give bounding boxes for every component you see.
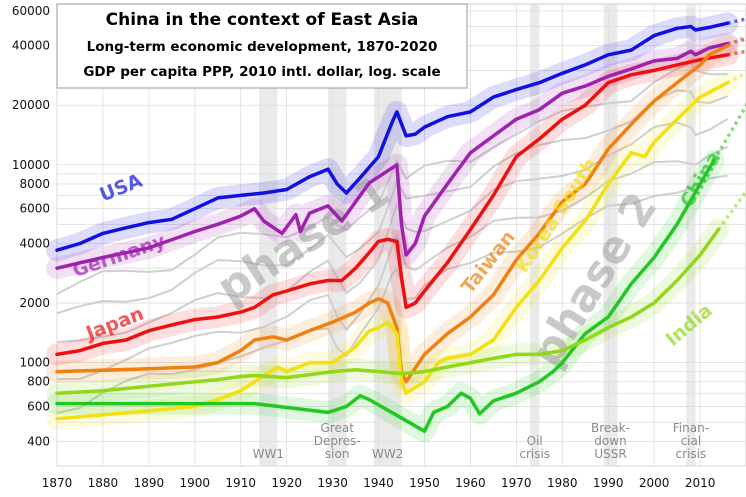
period-band-oilcrisis xyxy=(530,4,540,466)
x-tick-label: 1960 xyxy=(455,476,486,490)
series-line-india xyxy=(55,227,721,395)
background-line xyxy=(56,118,729,343)
chart-subtitle-1: Long-term economic development, 1870-202… xyxy=(87,39,438,55)
x-tick-label: 1900 xyxy=(180,476,211,490)
chart-title: China in the context of East Asia xyxy=(106,10,419,30)
y-tick-label: 400 xyxy=(27,434,50,448)
period-label: Great xyxy=(320,421,354,435)
y-tick-label: 40000 xyxy=(12,39,50,53)
y-tick-label: 10000 xyxy=(12,158,50,172)
series-line-usa xyxy=(55,21,730,252)
period-label: WW1 xyxy=(253,447,284,461)
x-tick-label: 1990 xyxy=(593,476,624,490)
background-line xyxy=(56,174,728,414)
projection-usa xyxy=(727,17,746,25)
x-tick-label: 1910 xyxy=(225,476,256,490)
period-band-finan-cialcrisis xyxy=(686,4,696,466)
y-tick-label: 2000 xyxy=(19,296,50,310)
x-tick-label: 1950 xyxy=(409,476,440,490)
series-lines xyxy=(55,17,746,433)
period-label: cial xyxy=(681,434,702,448)
x-tick-label: 1970 xyxy=(501,476,532,490)
period-label: Finan- xyxy=(673,421,709,435)
period-label: USSR xyxy=(594,447,626,461)
y-axis-ticks: 400 600 800 1000 2000 4000 6000 8000 10000 20000 4… xyxy=(12,4,50,448)
background-line xyxy=(56,145,729,381)
x-tick-label: 1980 xyxy=(547,476,578,490)
background-line xyxy=(56,62,728,295)
y-tick-label: 600 xyxy=(27,400,50,414)
y-tick-label: 4000 xyxy=(19,237,50,251)
x-tick-label: 2010 xyxy=(685,476,716,490)
x-tick-label: 1870 xyxy=(42,476,73,490)
period-label: WW2 xyxy=(372,447,403,461)
y-tick-label: 60000 xyxy=(12,4,50,18)
chart-subtitle-2: GDP per capita PPP, 2010 intl. dollar, l… xyxy=(83,64,440,80)
x-tick-label: 1880 xyxy=(88,476,119,490)
period-label: Break- xyxy=(591,421,630,435)
y-tick-label: 1000 xyxy=(19,356,50,370)
period-label: crisis xyxy=(676,447,707,461)
y-tick-label: 800 xyxy=(27,375,50,389)
x-tick-label: 1940 xyxy=(363,476,394,490)
x-axis-ticks: 1870 1880 1890 1900 1910 1920 1930 1940 1950 1960… xyxy=(42,476,716,490)
x-tick-label: 1920 xyxy=(271,476,302,490)
series-line-taiwan xyxy=(55,43,730,384)
period-label: crisis xyxy=(519,447,550,461)
y-tick-label: 6000 xyxy=(19,202,50,216)
y-tick-label: 20000 xyxy=(12,98,50,112)
period-label: down xyxy=(594,434,626,448)
period-band-break-downussr xyxy=(603,4,618,466)
title-block: China in the context of East Asia Long-t… xyxy=(56,3,468,89)
y-tick-label: 8000 xyxy=(19,177,50,191)
x-tick-label: 2000 xyxy=(639,476,670,490)
x-tick-label: 1890 xyxy=(134,476,165,490)
series-line-germany xyxy=(55,41,730,270)
period-label: sion xyxy=(325,447,350,461)
projection-korea-south xyxy=(726,71,746,85)
series-line-japan xyxy=(55,53,730,357)
period-label: Depres- xyxy=(314,434,361,448)
title-box xyxy=(56,3,468,89)
projection-taiwan xyxy=(726,34,746,48)
x-tick-label: 1930 xyxy=(317,476,348,490)
period-label: Oil xyxy=(527,434,543,448)
series-line-china xyxy=(55,158,716,433)
